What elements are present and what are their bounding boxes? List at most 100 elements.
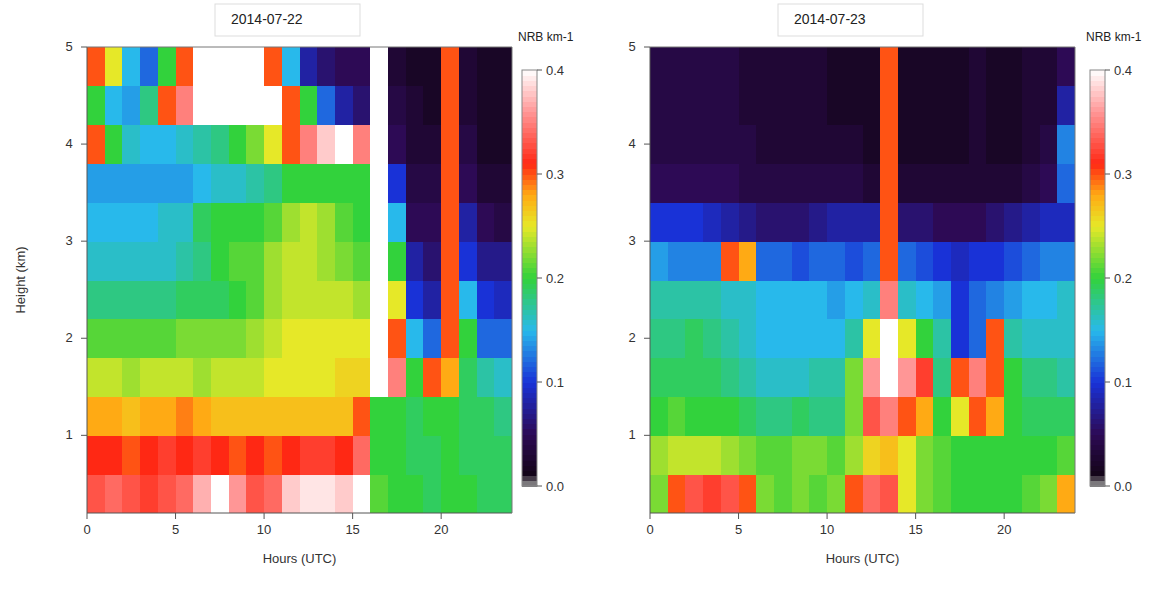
- heat-cell: [668, 202, 686, 241]
- y-tick-label: 2: [628, 330, 635, 345]
- x-tick-label: 10: [820, 522, 834, 537]
- heat-cell: [122, 474, 140, 513]
- colorbar-segment: [1090, 164, 1105, 170]
- heat-cell: [809, 164, 827, 203]
- heat-cell: [264, 280, 282, 319]
- heat-cell: [176, 280, 194, 319]
- heat-cell: [739, 435, 757, 474]
- heat-cell: [739, 164, 757, 203]
- heat-cell: [1004, 164, 1022, 203]
- x-tick: [87, 513, 88, 519]
- heat-cell: [916, 474, 934, 513]
- heat-cell: [827, 280, 845, 319]
- heat-cell: [933, 164, 951, 203]
- heat-cell: [1022, 397, 1040, 436]
- heat-cell: [685, 435, 703, 474]
- heat-cell: [668, 280, 686, 319]
- heat-cell: [969, 86, 987, 125]
- heat-cell: [388, 47, 406, 86]
- heat-cell: [739, 86, 757, 125]
- heat-cell: [685, 358, 703, 397]
- colorbar-segment: [1090, 429, 1105, 435]
- colorbar-segment: [1090, 138, 1105, 144]
- heat-cell: [388, 125, 406, 164]
- heat-cell: [986, 358, 1004, 397]
- heat-cell: [668, 47, 686, 86]
- heat-cell: [335, 435, 353, 474]
- heat-cell: [193, 47, 211, 86]
- heat-cell: [335, 474, 353, 513]
- colorbar-segment: [1090, 268, 1105, 274]
- heat-cell: [898, 474, 916, 513]
- heat-cell: [494, 474, 512, 513]
- heat-cell: [477, 397, 495, 436]
- heat-cell: [87, 474, 105, 513]
- heat-cell: [335, 241, 353, 280]
- colorbar-segment: [1090, 294, 1105, 300]
- heat-cell: [176, 397, 194, 436]
- heat-cell: [774, 86, 792, 125]
- heat-cell: [685, 474, 703, 513]
- heat-cell: [756, 86, 774, 125]
- heat-cell: [809, 86, 827, 125]
- heat-cell: [300, 474, 318, 513]
- colorbar-segment: [1090, 153, 1105, 159]
- heat-cell: [863, 125, 881, 164]
- heat-cell: [1022, 358, 1040, 397]
- heat-cell: [477, 125, 495, 164]
- colorbar-segment: [1090, 91, 1105, 97]
- heat-cell: [650, 86, 668, 125]
- heat-cell: [388, 474, 406, 513]
- heat-cell: [406, 202, 424, 241]
- heat-cell: [459, 47, 477, 86]
- heat-cell: [792, 125, 810, 164]
- heat-cell: [650, 319, 668, 358]
- colorbar-segment: [1090, 106, 1105, 112]
- colorbar-segment: [1090, 132, 1105, 138]
- heat-cell: [211, 280, 229, 319]
- colorbar-segment: [522, 392, 537, 398]
- heat-cell: [986, 86, 1004, 125]
- heat-cell: [459, 202, 477, 241]
- heat-cell: [650, 358, 668, 397]
- heat-cell: [845, 319, 863, 358]
- colorbar-segment: [1090, 444, 1105, 450]
- heat-cell: [809, 47, 827, 86]
- colorbar-segment: [522, 242, 537, 248]
- panel: 0510152012345Hours (UTC)Height (km)2014-…: [13, 4, 574, 566]
- heat-cell: [756, 125, 774, 164]
- heat-cell: [739, 241, 757, 280]
- colorbar-segment: [1090, 361, 1105, 367]
- heat-cell: [477, 202, 495, 241]
- heat-cell: [494, 164, 512, 203]
- heat-cell: [827, 202, 845, 241]
- heat-cell: [264, 47, 282, 86]
- y-tick: [644, 338, 650, 339]
- colorbar-segment: [522, 101, 537, 107]
- heat-cell: [282, 397, 300, 436]
- heat-cell: [300, 358, 318, 397]
- colorbar-segment: [522, 127, 537, 133]
- heat-cell: [792, 474, 810, 513]
- heat-cell: [721, 164, 739, 203]
- heat-cell: [668, 241, 686, 280]
- y-axis-line: [87, 47, 88, 513]
- colorbar-segment: [522, 195, 537, 201]
- colorbar-segment: [522, 366, 537, 372]
- heat-cell: [459, 319, 477, 358]
- heat-cell: [845, 358, 863, 397]
- heat-cell: [809, 280, 827, 319]
- colorbar-segment: [522, 252, 537, 258]
- heat-cell: [353, 319, 371, 358]
- heat-cell: [880, 435, 898, 474]
- heat-cell: [721, 474, 739, 513]
- heat-cell: [774, 474, 792, 513]
- heat-cell: [459, 241, 477, 280]
- colorbar-tick-label: 0.2: [546, 271, 564, 286]
- colorbar-segment: [522, 190, 537, 196]
- y-tick: [81, 47, 87, 48]
- heat-cell: [140, 241, 158, 280]
- colorbar-segment: [522, 231, 537, 237]
- heat-cell: [916, 164, 934, 203]
- heat-cell: [122, 86, 140, 125]
